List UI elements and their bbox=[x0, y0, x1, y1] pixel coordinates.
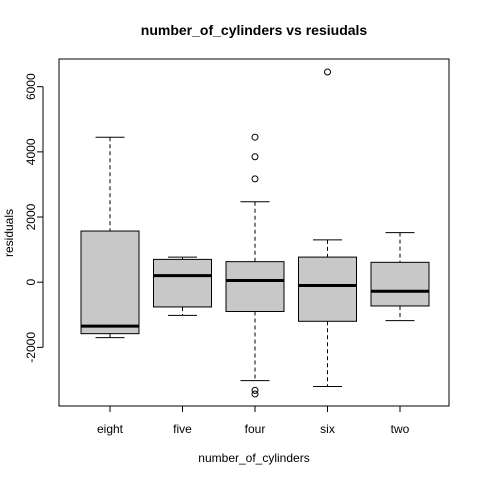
iqr-box bbox=[370, 261, 430, 307]
box-eight bbox=[80, 136, 140, 339]
iqr-box bbox=[80, 230, 140, 335]
outlier-point bbox=[251, 153, 259, 161]
x-axis-label: number_of_cylinders bbox=[198, 451, 309, 465]
chart-title: number_of_cylinders vs resiudals bbox=[141, 22, 368, 38]
y-axis-label: residuals bbox=[2, 209, 16, 257]
x-tick-label: two bbox=[391, 422, 410, 436]
y-tick-label: 4000 bbox=[24, 138, 38, 165]
box-two bbox=[370, 232, 430, 322]
y-axis: -2000 0 2000 4000 6000 bbox=[24, 73, 44, 363]
y-tick-label: 0 bbox=[24, 279, 38, 286]
y-tick-label: -2000 bbox=[24, 332, 38, 363]
iqr-box bbox=[153, 258, 212, 308]
x-tick-label: five bbox=[173, 422, 192, 436]
y-tick-label: 6000 bbox=[24, 73, 38, 100]
box-five bbox=[153, 256, 212, 316]
iqr-box bbox=[225, 261, 285, 313]
x-axis: eight five four six two bbox=[97, 405, 410, 436]
x-tick-label: six bbox=[320, 422, 335, 436]
outlier-point bbox=[251, 175, 259, 183]
outlier-point bbox=[324, 68, 331, 76]
y-tick-label: 2000 bbox=[24, 203, 38, 230]
x-tick-label: eight bbox=[97, 422, 124, 436]
x-tick-label: four bbox=[245, 422, 266, 436]
outlier-point bbox=[251, 386, 259, 394]
outlier-point bbox=[251, 390, 259, 398]
box-six bbox=[298, 68, 357, 387]
boxes bbox=[80, 68, 430, 398]
outlier-point bbox=[251, 133, 259, 141]
box-four bbox=[225, 133, 285, 398]
iqr-box bbox=[298, 256, 357, 322]
